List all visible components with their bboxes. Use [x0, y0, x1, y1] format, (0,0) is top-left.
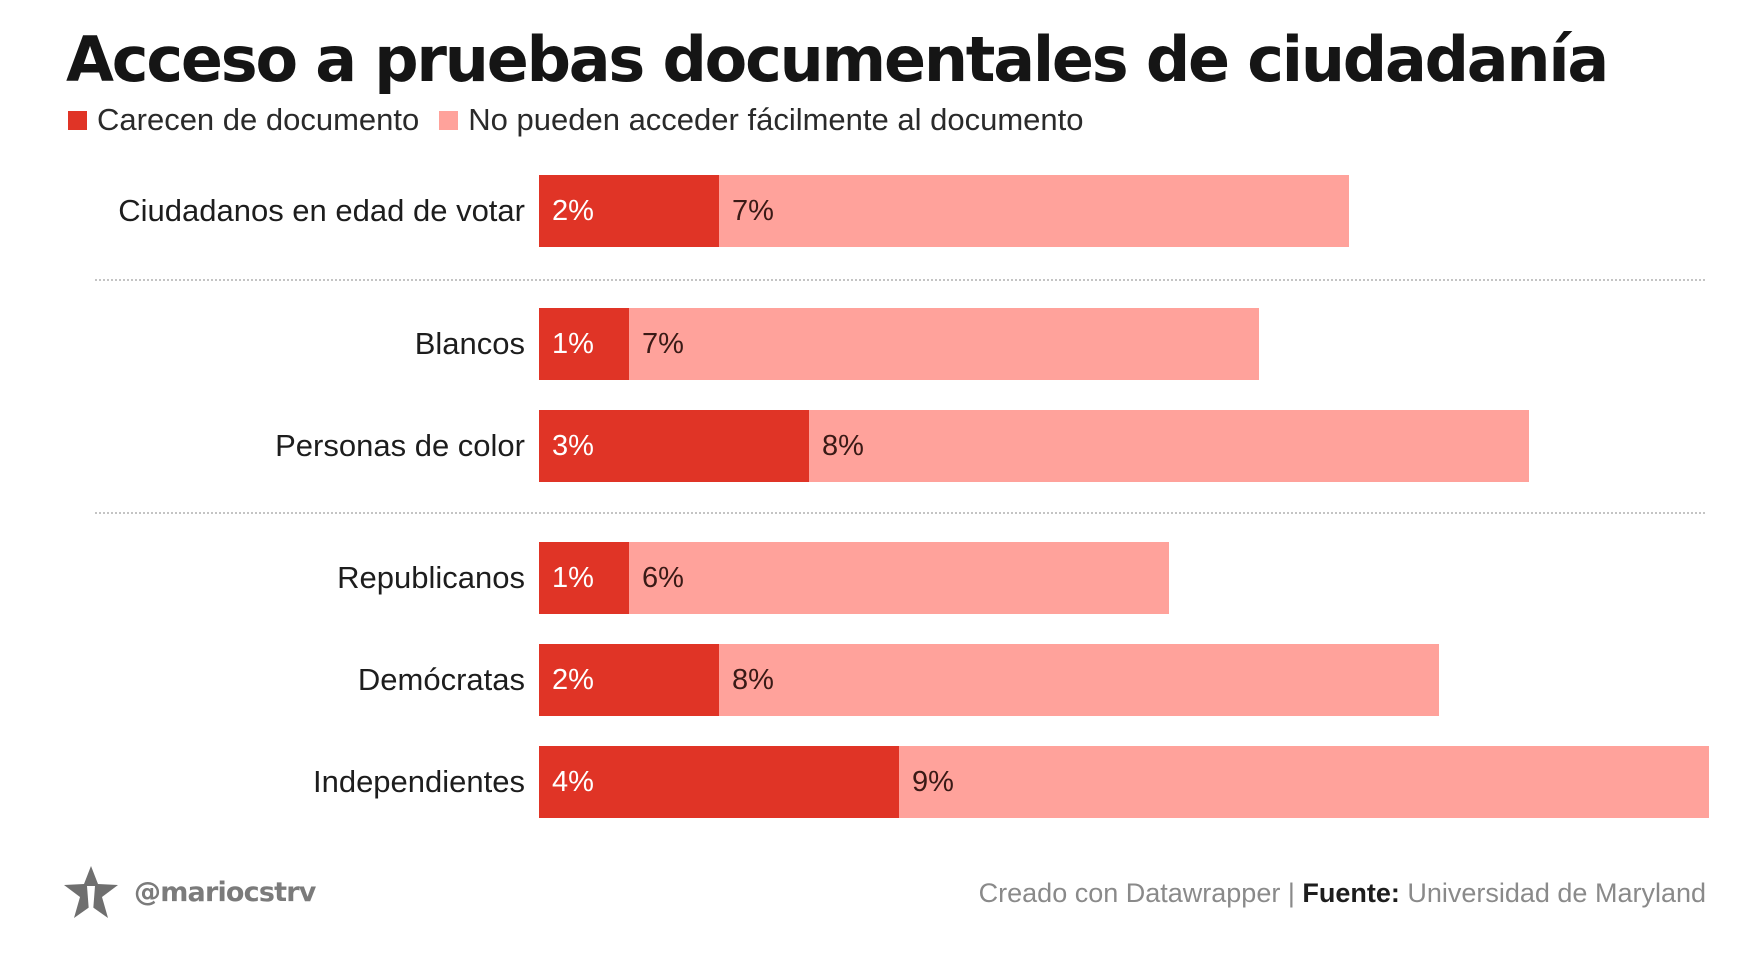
bar-lack	[539, 542, 629, 614]
star-logo-icon	[64, 866, 118, 918]
category-label: Personas de color	[275, 428, 525, 463]
category-label: Demócratas	[357, 662, 525, 697]
data-label: 8%	[732, 664, 774, 696]
legend: Carecen de documento No pueden acceder f…	[68, 100, 1103, 140]
credit-text: Creado con Datawrapper |	[978, 878, 1303, 908]
data-label: 6%	[642, 562, 684, 594]
category-label: Republicanos	[337, 560, 525, 595]
bar-lack	[539, 175, 719, 247]
legend-label-no-access: No pueden acceder fácilmente al document…	[468, 102, 1084, 137]
legend-swatch-no-access	[439, 110, 459, 130]
author-handle: @mariocstrv	[134, 876, 316, 908]
legend-item-lack: Carecen de documento	[68, 100, 419, 140]
footer-branding: @mariocstrv	[62, 864, 316, 920]
bar-no-access	[809, 410, 1529, 482]
source-label: Fuente:	[1302, 878, 1400, 908]
data-label: 2%	[552, 664, 594, 696]
bar-no-access	[629, 542, 1169, 614]
bar-lack	[539, 410, 809, 482]
category-label: Independientes	[312, 764, 525, 799]
data-label: 1%	[552, 328, 594, 360]
group-divider	[95, 279, 1705, 281]
data-label: 4%	[552, 766, 594, 798]
legend-swatch-lack	[68, 110, 87, 130]
data-label: 8%	[822, 430, 864, 462]
category-label: Blancos	[414, 326, 525, 361]
bar-no-access	[719, 175, 1349, 247]
bar-no-access	[629, 308, 1259, 380]
legend-label-lack: Carecen de documento	[97, 102, 420, 137]
group-divider	[95, 512, 1705, 514]
data-label: 7%	[642, 328, 684, 360]
bar-lack	[539, 308, 629, 380]
bar-no-access	[899, 746, 1709, 818]
chart-title: Acceso a pruebas documentales de ciudada…	[66, 23, 1609, 96]
bar-lack	[539, 746, 899, 818]
category-label: Ciudadanos en edad de votar	[118, 193, 525, 228]
data-label: 3%	[552, 430, 594, 462]
bar-no-access	[719, 644, 1439, 716]
data-label: 9%	[912, 766, 954, 798]
data-label: 7%	[732, 195, 774, 227]
data-label: 2%	[552, 195, 594, 227]
bar-lack	[539, 644, 719, 716]
source-text: Universidad de Maryland	[1399, 878, 1706, 908]
legend-item-no-access: No pueden acceder fácilmente al document…	[439, 100, 1083, 140]
footer-source: Creado con Datawrapper | Fuente: Univers…	[979, 878, 1706, 909]
data-label: 1%	[552, 562, 594, 594]
